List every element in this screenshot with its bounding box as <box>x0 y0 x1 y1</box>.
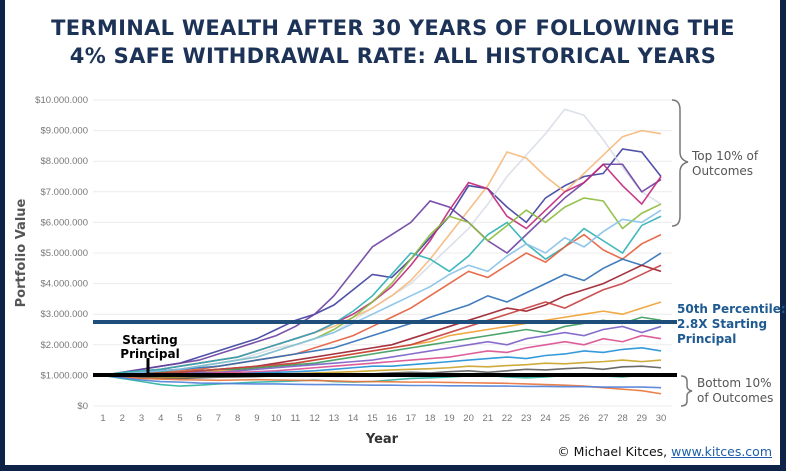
x-tick-label: 9 <box>254 413 259 424</box>
x-tick-label: 7 <box>216 413 221 424</box>
series-line-22 <box>102 209 662 377</box>
kitces-link[interactable]: www.kitces.com <box>671 444 772 459</box>
y-tick-label: $0 <box>77 401 88 412</box>
x-tick-label: 22 <box>502 413 513 424</box>
series-line-2 <box>102 108 662 377</box>
x-tick-label: 29 <box>636 413 647 424</box>
x-tick-label: 15 <box>367 413 378 424</box>
x-tick-label: 25 <box>560 413 571 424</box>
series-line-21 <box>102 264 662 377</box>
series-line-20 <box>102 374 662 389</box>
x-tick-label: 3 <box>139 413 144 424</box>
footer-credit: © Michael Kitces, www.kitces.com <box>557 444 772 459</box>
x-tick-label: 1 <box>100 413 105 424</box>
x-tick-label: 26 <box>579 413 590 424</box>
y-axis-label: Portfolio Value <box>14 198 29 307</box>
series-line-13 <box>103 325 662 377</box>
y-tick-label: $1.000.000 <box>40 370 88 381</box>
x-tick-label: 10 <box>271 413 282 424</box>
top-outcomes-label-2: Outcomes <box>692 164 753 178</box>
median-label-3: Principal <box>677 332 736 346</box>
bottom-brace-icon <box>680 375 693 407</box>
starting-principal-label-2: Principal <box>120 347 179 361</box>
series-line-16 <box>102 359 662 379</box>
median-label-2: 2.8X Starting <box>677 317 767 331</box>
y-tick-label: $10.000.000 <box>35 95 88 106</box>
x-tick-label: 27 <box>598 413 609 424</box>
x-axis-label: Year <box>365 432 399 447</box>
y-tick-label: $2.000.000 <box>40 340 88 351</box>
starting-principal-label-1: Starting <box>122 333 177 347</box>
median-label-1: 50th Percentile: <box>677 302 786 316</box>
series-line-6 <box>102 215 662 377</box>
bottom-outcomes-label-2: of Outcomes <box>697 391 773 405</box>
x-tick-label: 12 <box>309 413 320 424</box>
x-tick-label: 11 <box>290 413 300 424</box>
x-tick-label: 21 <box>483 413 494 424</box>
x-tick-label: 5 <box>177 413 182 424</box>
chart-title: TERMINAL WEALTH AFTER 30 YEARS OF FOLLOW… <box>0 14 786 70</box>
y-tick-label: $6.000.000 <box>40 217 88 228</box>
x-tick-label: 14 <box>348 413 359 424</box>
y-tick-label: $9.000.000 <box>40 126 88 137</box>
title-line-2: 4% SAFE WITHDRAWAL RATE: ALL HISTORICAL … <box>69 44 717 68</box>
x-tick-label: 8 <box>235 413 240 424</box>
x-tick-label: 16 <box>386 413 397 424</box>
y-tick-label: $8.000.000 <box>40 156 88 167</box>
x-tick-label: 4 <box>158 413 163 424</box>
x-tick-label: 23 <box>521 413 532 424</box>
x-tick-label: 24 <box>540 413 551 424</box>
x-tick-label: 30 <box>656 413 667 424</box>
bottom-outcomes-label-1: Bottom 10% <box>697 376 772 390</box>
x-tick-label: 2 <box>120 413 125 424</box>
series-line-4 <box>102 163 662 377</box>
x-tick-label: 20 <box>463 413 474 424</box>
series-line-1 <box>102 148 662 377</box>
y-tick-label: $5.000.000 <box>40 248 88 259</box>
series-line-9 <box>102 252 662 377</box>
y-tick-label: $7.000.000 <box>40 187 88 198</box>
x-tick-label: 6 <box>197 413 202 424</box>
series-line-19 <box>102 374 662 395</box>
x-tick-label: 18 <box>425 413 436 424</box>
series-line-8 <box>103 233 662 377</box>
x-tick-label: 17 <box>406 413 417 424</box>
y-tick-label: $4.000.000 <box>40 279 88 290</box>
top-brace-icon <box>671 99 689 227</box>
title-line-1: TERMINAL WEALTH AFTER 30 YEARS OF FOLLOW… <box>51 16 735 40</box>
x-tick-label: 28 <box>617 413 628 424</box>
x-tick-label: 13 <box>329 413 340 424</box>
copyright-text: © Michael Kitces, <box>557 444 668 459</box>
top-outcomes-label-1: Top 10% of <box>691 149 759 163</box>
x-tick-label: 19 <box>444 413 455 424</box>
y-tick-label: $3.000.000 <box>40 309 88 320</box>
